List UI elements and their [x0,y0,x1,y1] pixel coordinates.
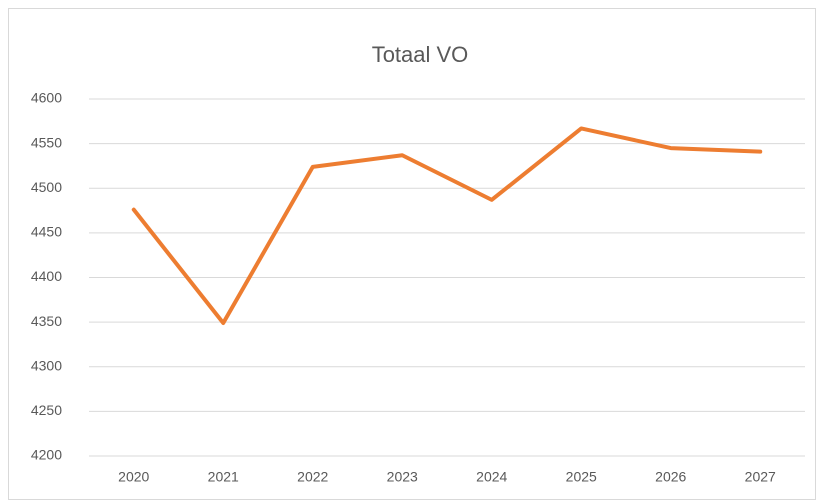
x-tick-label: 2020 [118,469,149,485]
x-tick-label: 2025 [566,469,597,485]
y-tick-label: 4450 [31,224,62,240]
y-tick-label: 4350 [31,313,62,329]
data-line [131,126,763,326]
y-tick-label: 4600 [31,90,62,106]
x-tick-label: 2023 [387,469,418,485]
y-tick-label: 4550 [31,134,62,150]
chart-frame [8,8,816,500]
chart-title: Totaal VO [372,42,469,67]
x-tick-label: 2022 [297,469,328,485]
y-tick-label: 4400 [31,268,62,284]
x-tick-label: 2027 [745,469,776,485]
x-tick-label: 2024 [476,469,507,485]
x-tick-label: 2021 [208,469,239,485]
y-tick-label: 4300 [31,357,62,373]
y-tick-label: 4500 [31,179,62,195]
x-tick-label: 2026 [655,469,686,485]
y-tick-label: 4250 [31,402,62,418]
y-tick-label: 4200 [31,447,62,463]
